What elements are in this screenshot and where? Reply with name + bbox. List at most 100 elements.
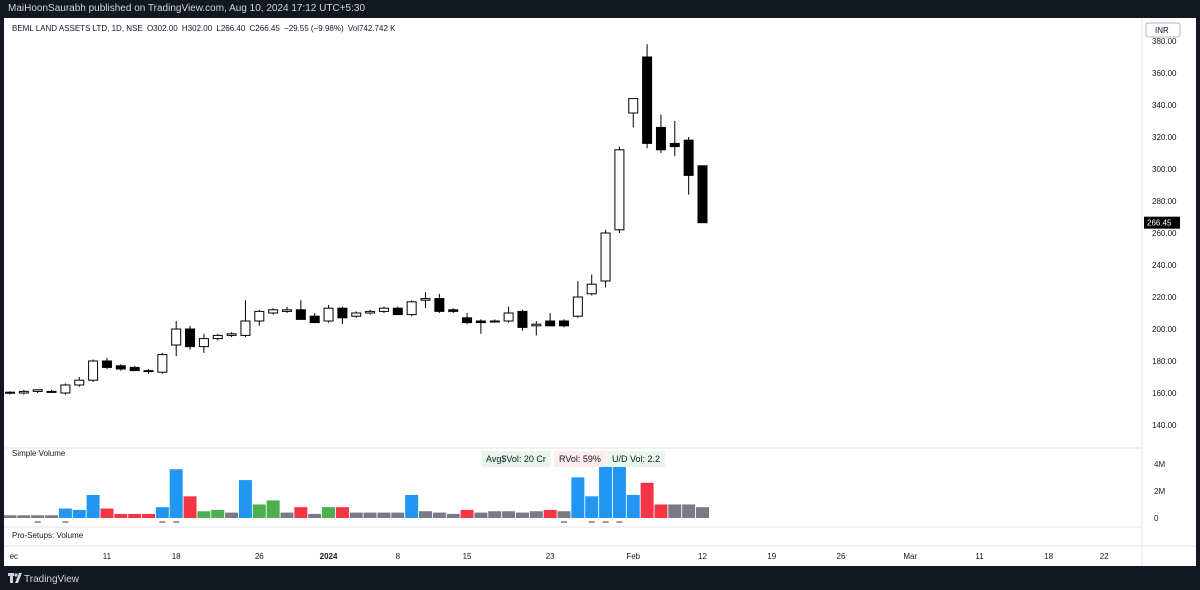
time-tick-label: 8 (396, 552, 401, 561)
candle-body (489, 320, 500, 323)
pro-setups-indicator-title[interactable]: Pro-Setups: Volume (12, 531, 84, 540)
candle-body (392, 307, 403, 316)
time-tick-label: 26 (837, 552, 846, 561)
time-tick-label: 18 (1044, 552, 1053, 561)
rvol-badge: RVol: 59% (554, 451, 606, 467)
volume-bar (280, 512, 294, 518)
time-tick-label: 12 (698, 552, 707, 561)
candle-body (642, 56, 653, 144)
time-tick-label: 23 (546, 552, 555, 561)
tradingview-brand[interactable]: TradingView (24, 574, 80, 585)
volume-bar (668, 504, 682, 518)
candle-body (420, 298, 431, 301)
volume-bar (142, 513, 155, 518)
volume-bar (419, 511, 432, 518)
volume-bar (45, 515, 59, 518)
candle-body (434, 298, 445, 312)
currency-box (1145, 22, 1181, 38)
volume-bar (294, 507, 308, 518)
volume-bar (183, 496, 197, 518)
open-value: O302.00 (146, 24, 178, 33)
volume-bar (17, 515, 31, 518)
price-tick-label: 160.00 (1152, 389, 1177, 398)
time-tick-label: 19 (767, 552, 776, 561)
candle-body (517, 310, 528, 328)
volume-bar (585, 496, 599, 518)
candle-body (475, 320, 486, 324)
candle-body (88, 360, 99, 381)
volume-value: Vol742.742 K (347, 24, 396, 33)
volume-bar (308, 513, 322, 518)
volume-bar (488, 511, 502, 518)
candle-body (531, 323, 542, 327)
volume-bar (128, 513, 142, 518)
time-tick-label: 2024 (320, 552, 338, 561)
volume-bar (86, 494, 100, 518)
candle-body (32, 389, 43, 392)
volume-bar (155, 507, 169, 518)
volume-bar (502, 511, 516, 518)
volume-bar (529, 511, 543, 518)
candle-body (351, 312, 362, 317)
price-tick-label: 280.00 (1152, 197, 1177, 206)
volume-indicator-title[interactable]: Simple Volume (12, 449, 66, 458)
volume-bar (252, 504, 266, 518)
volume-bar (169, 469, 183, 518)
volume-bar (626, 494, 640, 518)
volume-bar (432, 512, 446, 518)
volume-bar (599, 466, 613, 518)
candle-body (143, 370, 154, 373)
volume-bar (515, 512, 529, 518)
candle-body (448, 309, 459, 312)
volume-bar (682, 504, 696, 518)
candle-body (559, 320, 569, 327)
candle-body (18, 390, 29, 394)
volume-bar (211, 509, 225, 518)
candle-body (129, 366, 140, 372)
volume-bar (4, 515, 17, 518)
candle-body (282, 309, 292, 312)
price-tick-label: 220.00 (1152, 293, 1177, 302)
volume-tick-label: 4M (1154, 460, 1165, 469)
candle-body (212, 334, 223, 340)
candle-body (669, 142, 680, 148)
currency-label: INR (1155, 26, 1169, 35)
volume-bar (114, 513, 128, 518)
volume-bar (100, 508, 114, 518)
volume-bar (696, 507, 709, 518)
volume-bar (363, 512, 377, 518)
candle-body (254, 310, 265, 322)
candle-body (572, 296, 583, 317)
candle-body (697, 165, 708, 224)
candle-body (115, 365, 126, 370)
volume-bar (377, 512, 391, 518)
chart-frame[interactable]: INR 140.00 160.00 180.00 200.00 220.00 240.00 2… (4, 18, 1196, 566)
candle-body (545, 320, 556, 327)
price-tick-label: 140.00 (1152, 421, 1177, 430)
avg-value-badge: Avg$Vol: 20 Cr (481, 451, 551, 467)
symbol-label[interactable]: BEML LAND ASSETS LTD, 1D, NSE (12, 24, 143, 33)
candle-body (462, 317, 473, 324)
candle-body (226, 333, 237, 336)
volume-bar (266, 500, 280, 518)
time-tick-label: 15 (463, 552, 472, 561)
price-tick-label: 340.00 (1152, 101, 1177, 110)
volume-bar (322, 507, 336, 518)
last-price-box (1144, 216, 1180, 229)
time-tick-label: ec (10, 552, 18, 561)
candlestick-chart[interactable]: INR 140.00 160.00 180.00 200.00 220.00 240.00 2… (4, 18, 1196, 566)
price-tick-label: 300.00 (1152, 165, 1177, 174)
volume-bar (571, 477, 585, 518)
candle-body (60, 384, 71, 394)
volume-bar (460, 509, 474, 518)
volume-bar (543, 509, 557, 518)
candle-body (323, 307, 334, 322)
price-tick-label: 320.00 (1152, 133, 1177, 142)
candle-body (406, 301, 417, 316)
candle-body (655, 126, 666, 151)
candle-body (240, 320, 251, 336)
candle-body (309, 315, 320, 324)
time-tick-label: Feb (626, 552, 640, 561)
tradingview-logo-icon[interactable] (8, 572, 22, 584)
volume-bar (58, 508, 72, 518)
